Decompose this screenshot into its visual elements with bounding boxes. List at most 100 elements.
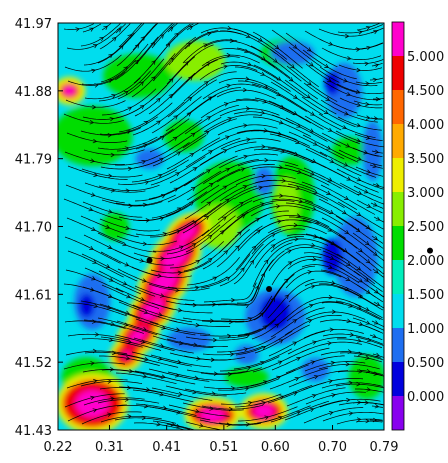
colorbar-band: [392, 362, 404, 396]
streamline-arrow: [251, 245, 257, 251]
streamline-arrow: [373, 320, 379, 325]
streamline-arrow: [192, 302, 198, 308]
streamline-arrow: [158, 312, 163, 317]
streamline-arrow: [157, 273, 163, 279]
streamline-arrow: [91, 226, 96, 231]
streamline-arrow: [206, 201, 212, 206]
streamline-arrow: [357, 351, 363, 356]
streamline-arrow: [297, 169, 302, 174]
streamline-arrow: [298, 198, 304, 204]
colorbar-band: [392, 192, 404, 226]
colorbar-band: [392, 226, 404, 260]
streamline-arrow: [92, 44, 98, 49]
streamline-arrow: [358, 30, 363, 35]
streamline-arrow: [259, 312, 264, 317]
streamline-arrow: [159, 216, 165, 221]
streamline: [338, 319, 384, 334]
streamline-arrow: [190, 132, 196, 137]
streamline-arrow: [178, 391, 183, 397]
field-patch: [270, 41, 315, 66]
streamline-arrow: [145, 387, 151, 392]
streamline-arrow: [261, 345, 267, 350]
streamline-arrow: [328, 411, 334, 416]
streamline-arrow: [189, 201, 195, 206]
streamline-arrow: [159, 157, 164, 162]
streamline-arrow: [231, 297, 236, 303]
streamline-arrow: [91, 276, 96, 281]
streamline-arrow: [159, 136, 165, 141]
streamline-arrow: [270, 297, 275, 302]
y-tick-label: 41.70: [15, 221, 52, 236]
streamline-arrow: [125, 225, 130, 231]
field-patch: [224, 367, 269, 388]
streamline-arrow: [365, 355, 370, 360]
streamline-arrow: [172, 136, 178, 141]
streamline-arrow: [139, 258, 145, 263]
streamline-arrow: [330, 280, 336, 285]
streamline-arrow: [139, 81, 144, 86]
streamline-arrow: [278, 120, 284, 125]
streamline-arrow: [357, 190, 363, 195]
streamline-arrow: [288, 77, 294, 82]
streamline-arrow: [123, 66, 128, 71]
streamline-arrow: [144, 357, 149, 362]
streamline: [356, 199, 383, 214]
streamline-arrow: [260, 110, 266, 115]
streamline: [337, 286, 384, 311]
streamline: [355, 166, 384, 177]
streamline-arrow: [358, 247, 363, 253]
streamline-arrow: [279, 104, 285, 109]
colorbar-band: [392, 90, 404, 124]
streamline-arrow: [209, 318, 215, 323]
streamline-arrow: [206, 116, 212, 121]
streamline-arrow: [187, 96, 193, 102]
streamline-arrow: [207, 258, 213, 263]
streamline-arrow: [276, 375, 281, 380]
y-tick-label: 41.61: [15, 288, 52, 303]
streamline-arrow: [342, 125, 347, 130]
streamline-arrow: [240, 167, 246, 172]
streamline-arrow: [358, 278, 363, 283]
streamline-arrow: [264, 259, 269, 265]
streamline-arrow: [219, 230, 225, 235]
streamline-arrow: [331, 309, 337, 315]
streamline: [373, 301, 384, 309]
streamline-arrow: [123, 90, 129, 95]
streamline-arrow: [206, 169, 211, 174]
streamline: [372, 353, 384, 358]
streamline-arrow: [274, 45, 280, 50]
streamline-arrow: [357, 305, 362, 310]
streamline: [80, 23, 121, 47]
streamline-arrow: [307, 319, 313, 324]
streamline-arrow: [225, 135, 230, 140]
streamline: [116, 23, 159, 67]
streamline: [355, 42, 383, 50]
streamline-arrow: [344, 286, 350, 291]
streamline-arrow: [168, 93, 174, 99]
streamline: [352, 317, 384, 331]
streamline-arrow: [142, 327, 148, 332]
streamline-arrow: [140, 297, 145, 302]
streamline-arrow: [374, 289, 379, 294]
streamline-arrow: [342, 248, 348, 253]
streamline-arrow: [245, 76, 250, 81]
streamline-arrow: [331, 393, 337, 398]
streamline-arrow: [245, 33, 251, 38]
streamline-arrow: [356, 123, 362, 128]
colorbar-band: [392, 124, 404, 158]
streamline-arrow: [293, 94, 298, 99]
streamline: [371, 62, 383, 67]
streamline-arrow: [134, 59, 139, 65]
colorbar-tick-label: 3.000: [407, 186, 444, 201]
ridge-peak: [150, 270, 177, 297]
streamline-arrow: [244, 304, 250, 309]
streamline-arrow: [92, 408, 98, 413]
streamline-arrow: [328, 264, 333, 269]
streamline: [354, 218, 383, 238]
streamline-arrow: [365, 320, 371, 325]
streamline-arrow: [108, 293, 113, 298]
streamline-arrow: [258, 185, 264, 190]
streamline: [336, 338, 383, 349]
streamline-arrow: [210, 357, 216, 363]
streamline-arrow: [107, 132, 113, 138]
